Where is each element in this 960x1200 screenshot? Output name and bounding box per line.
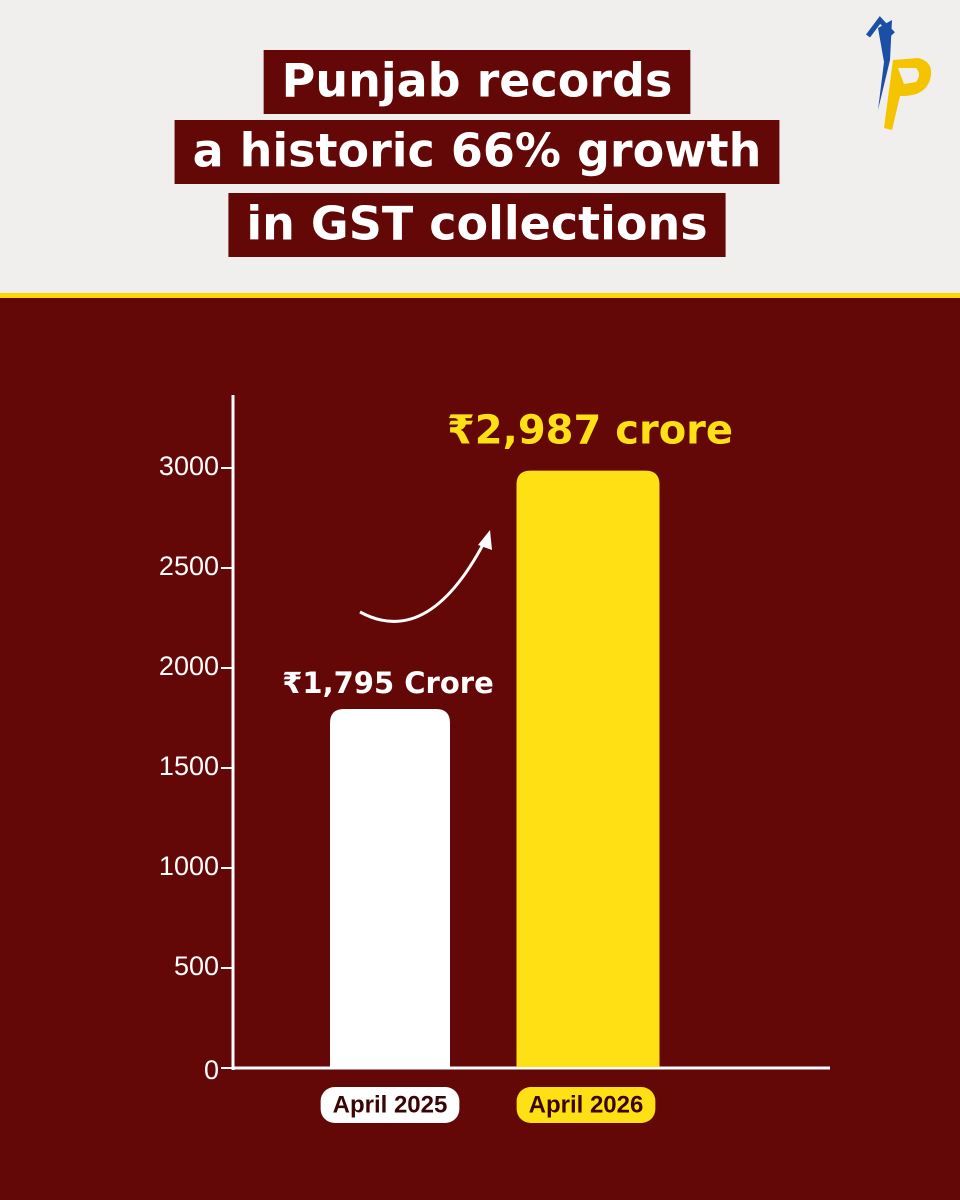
y-tick-label: 1000 [159, 851, 219, 881]
y-tick-label: 2000 [159, 651, 219, 681]
value-label: ₹1,795 Crore [282, 666, 493, 700]
title-line: in GST collections [246, 197, 707, 251]
x-tick-label: April 2026 [529, 1091, 644, 1118]
growth-arrow [359, 534, 490, 623]
title-box [263, 50, 691, 114]
title-line: Punjab records [282, 54, 673, 108]
divider [0, 293, 960, 298]
title-box [228, 193, 726, 257]
value-label: ₹2,987 crore [447, 408, 733, 454]
title-line: a historic 66% growth [193, 124, 762, 178]
bar [516, 470, 660, 1068]
title-group: Punjab records a historic 66% growth in GS… [174, 50, 780, 257]
growth-arrow-head [478, 530, 492, 550]
bar [330, 709, 450, 1067]
category-pill [320, 1087, 460, 1123]
y-tick-label: 2500 [159, 551, 219, 581]
y-tick-label: 1500 [159, 751, 219, 781]
category-pill [516, 1087, 656, 1123]
y-tick-label: 0 [204, 1055, 219, 1085]
x-tick-label: April 2025 [333, 1091, 448, 1118]
chart-background [0, 296, 960, 1200]
logo [866, 16, 932, 130]
title-box [174, 120, 780, 184]
y-tick-label: 500 [174, 951, 219, 981]
y-tick-label: 3000 [159, 451, 219, 481]
